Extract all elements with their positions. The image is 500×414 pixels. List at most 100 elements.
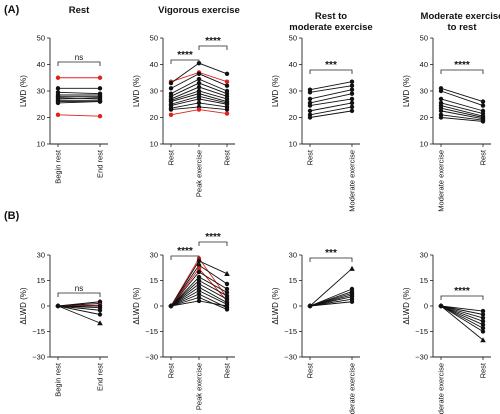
panel-title-line: moderate exercise [289, 22, 372, 33]
data-point [349, 87, 355, 92]
y-tick-label: 0 [424, 302, 428, 311]
data-point [196, 269, 202, 275]
panel-title-line: Rest to [315, 11, 347, 22]
data-point [438, 96, 444, 102]
y-tick-label: −15 [32, 327, 45, 336]
y-axis-label: LWD (%) [19, 75, 28, 107]
series-line [440, 305, 484, 319]
data-point [349, 91, 355, 96]
series-line [309, 81, 353, 91]
y-axis-label: ΔLWD (%) [271, 287, 280, 325]
data-point [224, 307, 230, 312]
x-tick-label: Rest [479, 149, 488, 165]
series-line [309, 301, 353, 307]
data-point [97, 86, 103, 91]
data-point [480, 308, 486, 314]
significance-bracket [57, 61, 101, 66]
panel-title-line: to rest [447, 22, 477, 33]
data-point [168, 86, 174, 91]
series-line [309, 89, 353, 100]
x-tick-label: Moderate exercise [348, 150, 357, 212]
y-tick-label: 40 [150, 60, 158, 69]
x-tick-label: Moderate exercise [348, 363, 357, 414]
y-tick-label: −30 [415, 353, 428, 362]
y-tick-label: 0 [154, 302, 158, 311]
y-axis-label: LWD (%) [132, 75, 141, 107]
y-axis-label: ΔLWD (%) [19, 287, 28, 325]
data-point [196, 295, 202, 300]
data-point-triangle [224, 270, 230, 276]
data-point-triangle [480, 337, 486, 343]
data-point [224, 111, 230, 116]
significance-label: ns [75, 53, 83, 62]
y-tick-label: 30 [37, 87, 45, 96]
y-tick-label: 15 [150, 276, 158, 285]
significance-label: *** [325, 248, 337, 259]
series-line [57, 305, 101, 311]
data-point [196, 107, 202, 112]
series-line [440, 98, 484, 112]
data-point [196, 263, 202, 268]
series-line [440, 305, 484, 329]
chart-panel-1: Rest 10 20 30 40 50 LWD (%) Begin rest End rest n… [19, 5, 108, 184]
significance-label: **** [177, 50, 193, 61]
data-point [307, 108, 313, 114]
data-point [438, 115, 444, 120]
data-point [97, 308, 103, 313]
data-point [480, 99, 486, 104]
y-tick-label: 0 [293, 302, 297, 311]
data-point [224, 83, 230, 88]
panel-label-a: (A) [4, 4, 20, 16]
data-point [55, 75, 61, 80]
y-tick-label: 30 [150, 87, 158, 96]
data-point [196, 71, 202, 76]
series-line [57, 97, 101, 100]
x-tick-label: End rest [96, 362, 105, 391]
data-point [307, 115, 313, 120]
data-point [196, 285, 202, 290]
series-line [440, 305, 484, 326]
data-point [438, 303, 444, 309]
y-tick-label: 30 [289, 251, 297, 260]
chart-panel-7: −30 −15 0 15 30 ΔLWD (%) Rest Moderate exercise… [271, 248, 360, 414]
panel-title-line: Moderate exercise [421, 11, 500, 22]
x-tick-label: End rest [96, 149, 105, 178]
data-point [480, 322, 486, 327]
data-point [196, 298, 202, 304]
y-tick-label: 30 [37, 251, 45, 260]
x-tick-label: Begin rest [54, 149, 63, 184]
x-tick-label: Peak exercise [195, 363, 204, 410]
y-tick-label: 10 [420, 140, 428, 149]
y-tick-label: 20 [420, 113, 428, 122]
data-point [480, 119, 486, 124]
y-tick-label: −30 [284, 353, 297, 362]
data-point-triangle [97, 320, 103, 326]
series-line [309, 110, 353, 118]
y-tick-label: 50 [420, 34, 428, 43]
data-point [224, 71, 230, 76]
y-tick-label: 10 [289, 140, 297, 149]
y-axis-label: LWD (%) [402, 75, 411, 107]
data-point [224, 303, 230, 309]
y-tick-label: 30 [420, 87, 428, 96]
x-tick-label: Rest [306, 149, 315, 165]
series-line [309, 85, 353, 93]
data-point [480, 312, 486, 317]
significance-label: **** [454, 60, 470, 71]
y-tick-label: 0 [41, 302, 45, 311]
data-point [307, 90, 313, 95]
data-point [196, 266, 202, 271]
data-point-triangle [349, 265, 355, 271]
significance-bracket [309, 69, 353, 74]
y-tick-label: 30 [289, 87, 297, 96]
y-tick-label: −30 [145, 353, 158, 362]
series-line [440, 305, 484, 315]
y-tick-label: 30 [150, 251, 158, 260]
series-line [309, 106, 353, 116]
data-point [196, 258, 202, 264]
x-tick-label: Rest [167, 362, 176, 378]
series-line [309, 102, 353, 112]
significance-label: **** [454, 286, 470, 297]
data-point [196, 291, 202, 297]
